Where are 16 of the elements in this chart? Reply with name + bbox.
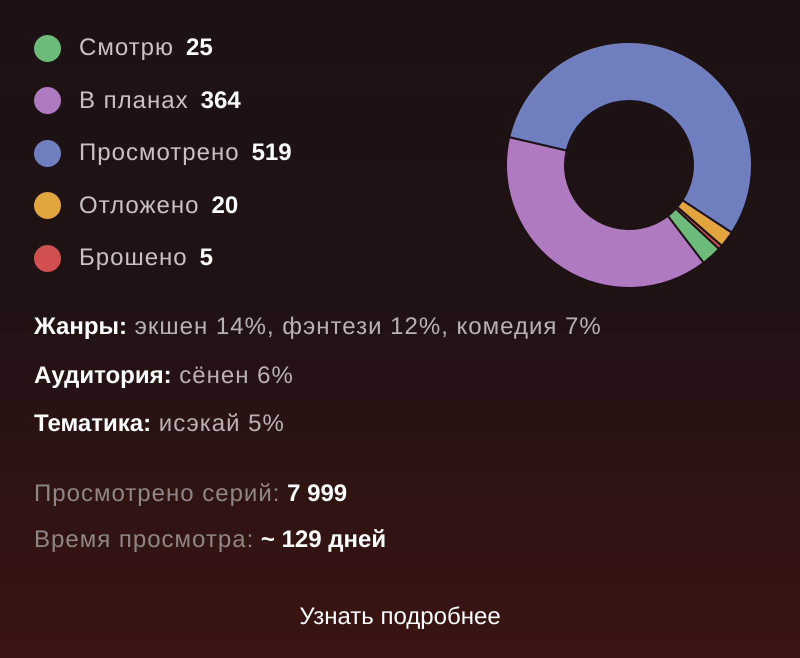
legend-label: Смотрю — [79, 34, 174, 62]
text: Время просмотра: ~ 129 дней — [34, 526, 386, 553]
legend-label: Брошено — [79, 244, 188, 272]
legend-label: Просмотрено — [79, 139, 240, 168]
data-label: 20 — [212, 192, 238, 220]
data-label: 25 — [186, 34, 213, 62]
text: Тематика: исэкай 5% — [34, 410, 285, 437]
legend-label: В планах — [79, 86, 189, 115]
text: Аудитория: сёнен 6% — [34, 362, 294, 389]
data-label: 5 — [200, 244, 214, 272]
text: Просмотрено серий: 7 999 — [34, 480, 348, 507]
data-label: 519 — [252, 139, 292, 168]
data-label: 364 — [200, 86, 241, 115]
text: Жанры: экшен 14%, фэнтези 12%, комедия 7% — [34, 313, 602, 340]
legend-label: Отложено — [79, 192, 200, 220]
text: Узнать подробнее — [298, 603, 502, 631]
